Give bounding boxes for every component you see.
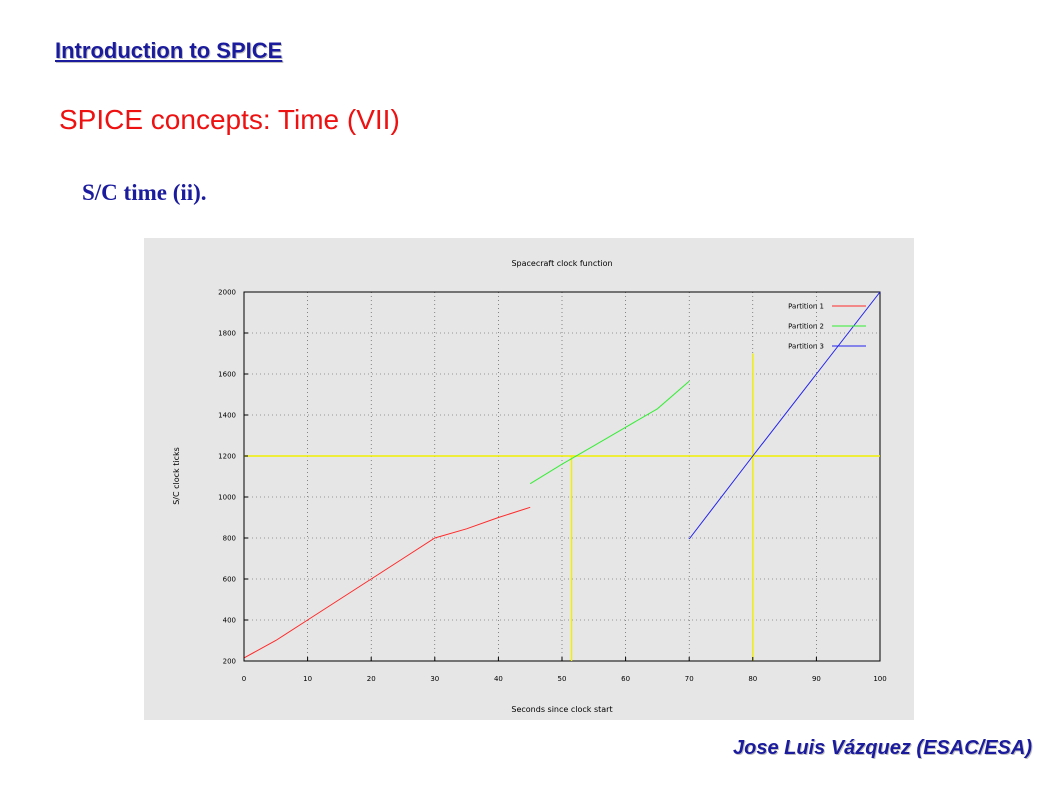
legend-label-partition-3: Partition 3 bbox=[788, 343, 824, 351]
series-line-partition-3 bbox=[688, 291, 881, 540]
author-credit: Jose Luis Vázquez (ESAC/ESA) bbox=[733, 737, 1032, 759]
x-axis-label: Seconds since clock start bbox=[511, 705, 612, 714]
spacecraft-clock-chart: Spacecraft clock function 0 10 20 30 40 50 60 7… bbox=[144, 238, 914, 720]
y-tick-label: 1800 bbox=[218, 330, 236, 338]
series-line-partition-2 bbox=[529, 380, 690, 485]
x-tick-label: 60 bbox=[621, 675, 630, 683]
y-tick-label: 2000 bbox=[218, 289, 236, 297]
legend-label-partition-2: Partition 2 bbox=[788, 323, 824, 331]
legend-label-partition-1: Partition 1 bbox=[788, 303, 824, 311]
x-tick-label: 100 bbox=[873, 675, 886, 683]
y-tick-label: 800 bbox=[223, 535, 236, 543]
series-line-partition-1 bbox=[243, 506, 531, 659]
x-tick-label: 0 bbox=[242, 675, 246, 683]
x-tick-label: 90 bbox=[812, 675, 821, 683]
chart-title: Spacecraft clock function bbox=[511, 259, 612, 268]
y-tick-label: 1600 bbox=[218, 371, 236, 379]
y-tick-label: 400 bbox=[223, 617, 236, 625]
x-tick-label: 50 bbox=[558, 675, 567, 683]
x-tick-label: 30 bbox=[430, 675, 439, 683]
course-title: Introduction to SPICE bbox=[55, 38, 283, 63]
x-tick-label: 20 bbox=[367, 675, 376, 683]
chart-canvas: Spacecraft clock function 0 10 20 30 40 50 60 7… bbox=[172, 259, 887, 714]
slide-title: SPICE concepts: Time (VII) bbox=[59, 104, 400, 135]
y-tick-label: 1200 bbox=[218, 453, 236, 461]
x-tick-label: 70 bbox=[685, 675, 694, 683]
y-tick-label: 600 bbox=[223, 576, 236, 584]
y-tick-label: 200 bbox=[223, 658, 236, 666]
x-tick-label: 80 bbox=[748, 675, 757, 683]
x-tick-label: 40 bbox=[494, 675, 503, 683]
y-tick-label: 1400 bbox=[218, 412, 236, 420]
y-tick-label: 1000 bbox=[218, 494, 236, 502]
y-axis-label: S/C clock ticks bbox=[172, 447, 181, 505]
x-tick-label: 10 bbox=[303, 675, 312, 683]
slide-subtitle: S/C time (ii). bbox=[82, 180, 207, 205]
